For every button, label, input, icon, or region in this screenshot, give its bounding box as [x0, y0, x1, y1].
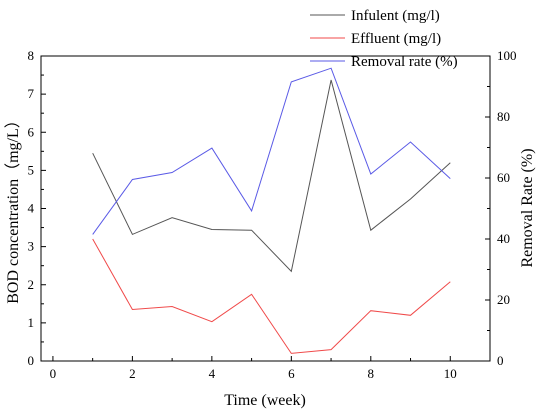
y-tick-label: 2: [28, 277, 35, 292]
y-tick-label: 1: [28, 315, 35, 330]
x-axis-title: Time (week): [224, 392, 306, 409]
y2-tick-label: 80: [497, 109, 510, 124]
y-tick-label: 7: [28, 86, 35, 101]
infulent-series-line: [92, 79, 451, 273]
y2-tick-label: 60: [497, 170, 510, 185]
effluent-legend-label: Effluent (mg/l): [351, 31, 441, 47]
legend: Infulent (mg/l) Effluent (mg/l) Removal ra…: [310, 8, 458, 70]
y2-tick-label: 20: [497, 292, 510, 307]
series-layer: [92, 67, 451, 354]
infulent-legend-label: Infulent (mg/l): [351, 8, 440, 24]
x-tick-label: 8: [368, 366, 375, 381]
effluent-series-line: [92, 238, 451, 354]
removal-legend-label: Removal rate (%): [351, 54, 458, 70]
y-tick-label: 8: [28, 48, 35, 63]
y-tick-label: 4: [28, 201, 35, 216]
y2-tick-label: 40: [497, 231, 510, 246]
x-tick-label: 6: [288, 366, 295, 381]
x-tick-label: 4: [209, 366, 216, 381]
y-tick-label: 6: [28, 124, 35, 139]
removal-series-line: [92, 67, 451, 235]
x-tick-label: 0: [50, 366, 57, 381]
y-axis-title: BOD concentration（mg/L）: [4, 112, 22, 304]
y2-axis-title: Removal Rate (%): [519, 148, 536, 267]
x-tick-label: 10: [444, 366, 457, 381]
y-tick-label: 3: [28, 239, 35, 254]
x-tick-label: 2: [129, 366, 136, 381]
y-tick-label: 5: [28, 162, 35, 177]
y2-tick-label: 0: [497, 353, 504, 368]
y2-tick-label: 100: [497, 48, 517, 63]
y-tick-label: 0: [28, 353, 35, 368]
